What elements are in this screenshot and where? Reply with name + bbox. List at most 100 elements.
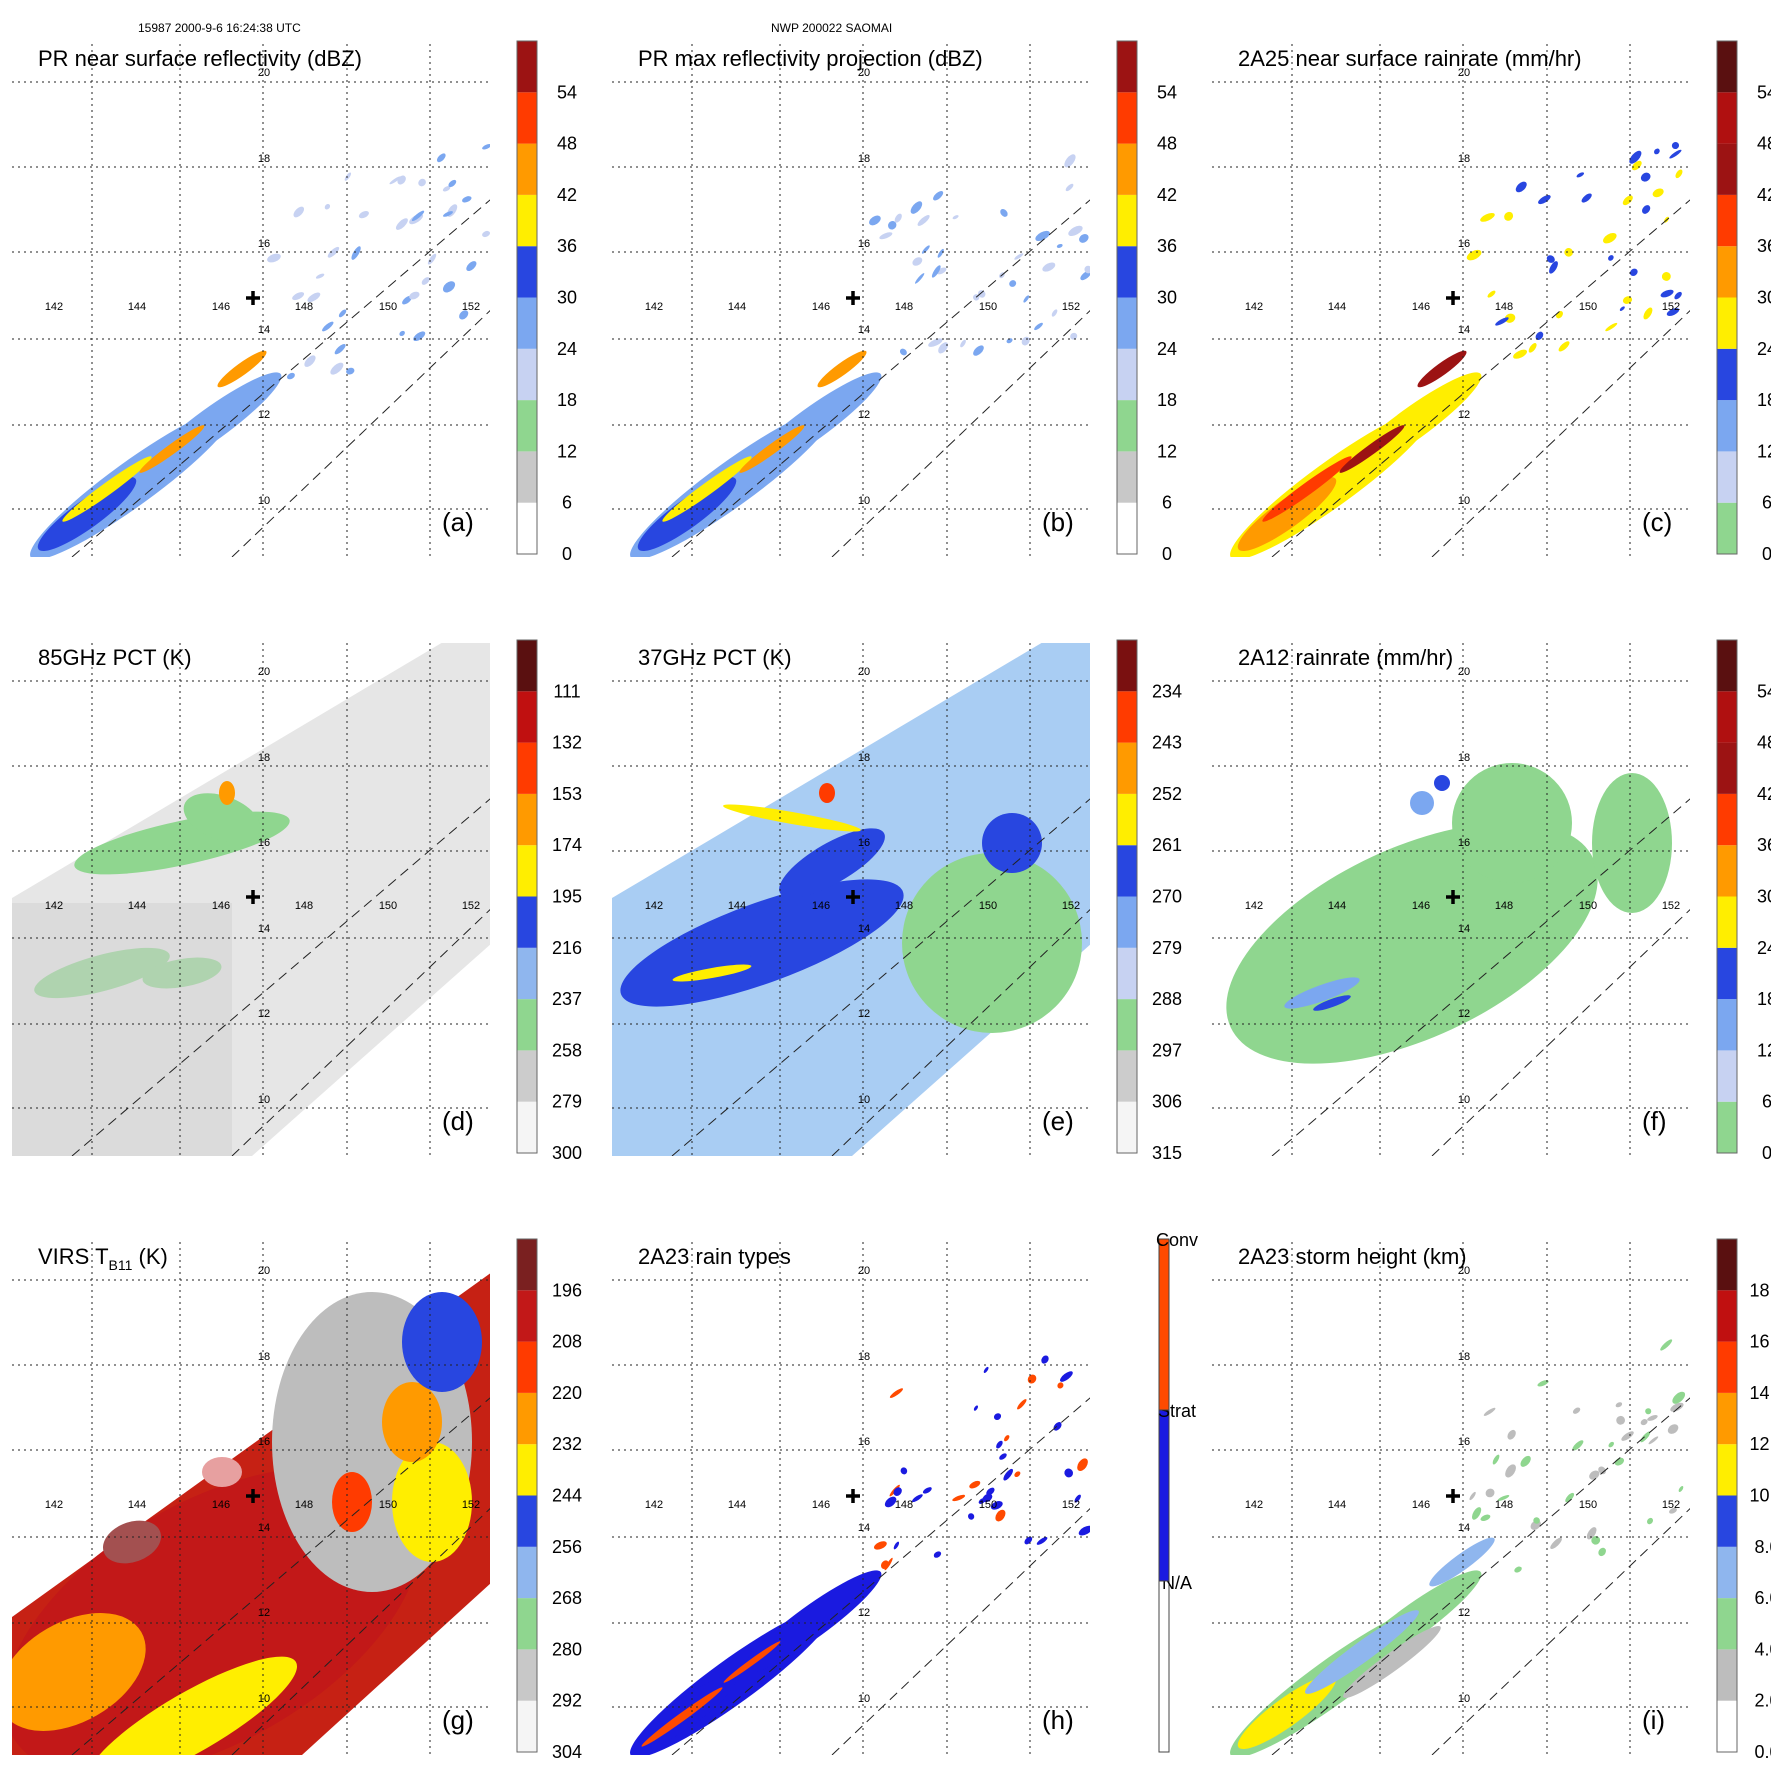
panel-g-field xyxy=(12,1242,490,1755)
colorbar-segment xyxy=(517,947,537,1000)
lon-label: 150 xyxy=(379,301,397,313)
colorbar-segment xyxy=(1717,502,1737,554)
rain-cell xyxy=(482,230,490,238)
rain-cell xyxy=(1647,1415,1658,1421)
rain-cell xyxy=(1598,1466,1606,1475)
lat-label: 10 xyxy=(858,1693,870,1705)
colorbar-label: 30 xyxy=(1157,288,1177,308)
swath-edge xyxy=(231,908,490,1156)
colorbar-label: 220 xyxy=(552,1383,582,1403)
swath-edge xyxy=(1271,798,1690,1156)
lon-label: 152 xyxy=(462,900,480,912)
colorbar-segment xyxy=(1717,999,1737,1051)
lat-label: 12 xyxy=(858,1607,870,1619)
storm-center-marker xyxy=(846,291,860,305)
rain-cell xyxy=(986,1487,995,1496)
rain-cell xyxy=(399,330,405,337)
storm-name: NWP 200022 SAOMAI xyxy=(771,21,893,35)
colorbar-segment xyxy=(1158,1580,1170,1753)
lon-label: 148 xyxy=(895,301,913,313)
lon-label: 142 xyxy=(1245,301,1263,313)
rain-cell xyxy=(292,292,305,301)
convective-core xyxy=(723,804,861,832)
colorbar-segment xyxy=(517,1290,537,1342)
colorbar-label: 304 xyxy=(552,1742,582,1762)
rain-band xyxy=(142,372,282,476)
rain-cell xyxy=(1084,265,1090,274)
rain-cell xyxy=(1014,253,1024,260)
rain-cell xyxy=(1535,331,1544,340)
colorbar-segment xyxy=(517,1649,537,1701)
storm-cell xyxy=(1429,1537,1495,1587)
rain-cell xyxy=(873,1541,887,1550)
colorbar-label: 6 xyxy=(1162,493,1172,513)
lat-label: 16 xyxy=(858,837,870,849)
panel-letter: (d) xyxy=(442,1106,474,1136)
colorbar: 315 306 297 288 279 270 261 252 243 234 xyxy=(1116,639,1182,1163)
panel-letter: (g) xyxy=(442,1705,474,1735)
colorbar-segment xyxy=(1717,92,1737,144)
lon-label: 152 xyxy=(1062,1499,1080,1511)
rain-cell xyxy=(1591,1536,1601,1545)
colorbar-label: 30 xyxy=(1757,887,1771,907)
colorbar: 0 6 12 18 24 30 36 42 48 54 xyxy=(1716,639,1771,1163)
colorbar-label: 280 xyxy=(552,1639,582,1659)
colorbar-segment xyxy=(1158,1238,1170,1411)
colorbar-segment xyxy=(517,896,537,948)
lon-label: 150 xyxy=(1579,900,1597,912)
rain-cell xyxy=(293,206,305,218)
colorbar-label: 30 xyxy=(557,288,577,308)
lon-label: 144 xyxy=(1328,900,1346,912)
rain-cell xyxy=(1549,261,1558,274)
colorbar-segment xyxy=(517,1050,537,1102)
warm-region xyxy=(86,1656,297,1755)
lon-label: 146 xyxy=(812,301,830,313)
rain-cell xyxy=(933,191,944,201)
lat-label: 16 xyxy=(1458,238,1470,250)
lon-label: 148 xyxy=(1495,1499,1513,1511)
lat-label: 10 xyxy=(258,1094,270,1106)
lon-label: 146 xyxy=(212,1499,230,1511)
colorbar-label: 36 xyxy=(557,236,577,256)
rain-cell xyxy=(1472,1507,1482,1520)
colorbar-segment xyxy=(1717,691,1737,743)
rain-cell xyxy=(995,1509,1006,1522)
rain-cell xyxy=(931,265,941,278)
rain-cell xyxy=(1507,1429,1516,1440)
rain-cell xyxy=(1068,225,1083,237)
lat-label: 10 xyxy=(1458,1693,1470,1705)
lat-label: 18 xyxy=(258,752,270,764)
panel-title: 2A25 near surface rainrate (mm/hr) xyxy=(1238,46,1582,71)
rain-cell xyxy=(436,153,446,163)
lat-label: 16 xyxy=(858,1436,870,1448)
lon-label: 144 xyxy=(1328,1499,1346,1511)
colorbar-segment xyxy=(1717,1341,1737,1393)
rain-cell xyxy=(307,292,321,303)
rain-cell xyxy=(983,1366,989,1374)
rain-cell xyxy=(982,1493,993,1503)
convective-core xyxy=(139,425,205,473)
rain-cell xyxy=(1572,1407,1581,1414)
rain-cell xyxy=(1608,255,1614,261)
colorbar-segment xyxy=(1117,297,1137,349)
colorbar-segment xyxy=(1717,742,1737,794)
rain-cell xyxy=(1515,181,1527,193)
colorbar-segment xyxy=(517,348,537,401)
colorbar: 300 279 258 237 216 195 174 153 132 111 xyxy=(516,639,582,1163)
rain-cell xyxy=(1023,295,1030,303)
rain-cell xyxy=(1513,349,1527,359)
colorbar-label: 174 xyxy=(552,835,582,855)
panel-h-field xyxy=(612,1242,1090,1755)
rain-cell xyxy=(1576,172,1585,178)
rain-cell xyxy=(1533,1517,1540,1524)
colorbar-label: 48 xyxy=(1157,134,1177,154)
lat-label: 20 xyxy=(858,666,870,678)
rain-cell xyxy=(1661,272,1671,281)
rain-cell xyxy=(327,246,340,258)
rain-cell xyxy=(1070,332,1078,340)
colorbar-label: 0 xyxy=(562,544,572,564)
colorbar-segment xyxy=(1117,845,1137,897)
rain-cell xyxy=(1064,1468,1074,1478)
rain-cell xyxy=(928,338,943,347)
lat-label: 20 xyxy=(1458,67,1470,79)
